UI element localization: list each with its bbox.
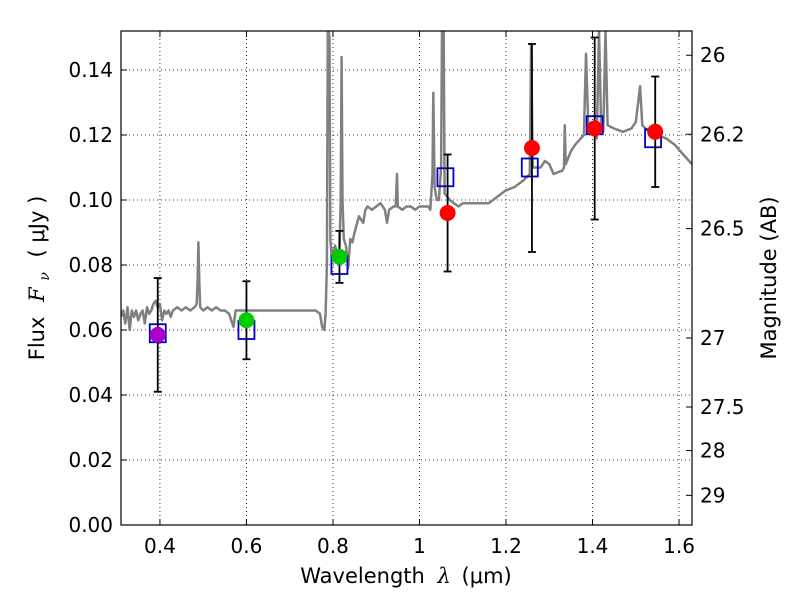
x-axis-label: Wavelength λ (μm) (300, 564, 511, 588)
x-tick-label: 1.6 (663, 534, 695, 558)
y2-tick-label: 26.5 (700, 217, 745, 241)
y2-axis-ticks: 26 26.2 26.5 27 27.5 28 29 (686, 43, 745, 507)
observed-point (439, 205, 456, 221)
y-axis-ticks: 0.00 0.02 0.04 0.06 0.08 0.10 0.12 0.14 (68, 58, 127, 537)
y2-tick-label: 29 (700, 483, 725, 507)
x-tick-label: 1.4 (577, 534, 609, 558)
observed-point (331, 248, 348, 265)
observed-points (149, 120, 664, 343)
x-axis-ticks: 0.4 0.6 0.8 1 1.2 1.4 1.6 (144, 31, 695, 558)
y-tick-label: 0.08 (68, 253, 113, 277)
y-axis-label: Flux F ν ( μJy ) (25, 196, 54, 361)
x-tick-label: 1.2 (490, 534, 522, 558)
observed-point (523, 140, 540, 156)
model-square (520, 157, 539, 178)
y-tick-label: 0.02 (68, 448, 113, 472)
observed-point (238, 312, 255, 329)
y2-tick-label: 26 (700, 43, 725, 67)
y2-tick-label: 28 (700, 439, 725, 463)
spectrum-line (121, 31, 692, 332)
y-tick-label: 0.12 (68, 123, 113, 147)
y-tick-label: 0.06 (68, 318, 113, 342)
y-tick-label: 0.00 (68, 513, 113, 537)
y2-tick-label: 27.5 (700, 395, 745, 419)
observed-point (149, 326, 166, 343)
x-tick-label: 0.8 (317, 534, 349, 558)
x-tick-label: 0.6 (231, 534, 263, 558)
plot-layer (121, 31, 692, 393)
observed-point (647, 123, 664, 140)
model-square (436, 167, 455, 188)
observed-point (586, 120, 603, 137)
plot-frame (120, 30, 693, 526)
y-tick-label: 0.14 (68, 58, 113, 82)
y2-axis-label: Magnitude (AB) (757, 196, 781, 359)
y2-tick-label: 26.2 (700, 122, 745, 146)
y-tick-label: 0.10 (68, 188, 113, 212)
y2-tick-label: 27 (700, 326, 725, 350)
x-tick-label: 0.4 (144, 534, 176, 558)
y-tick-label: 0.04 (68, 383, 113, 407)
x-tick-label: 1 (413, 534, 426, 558)
